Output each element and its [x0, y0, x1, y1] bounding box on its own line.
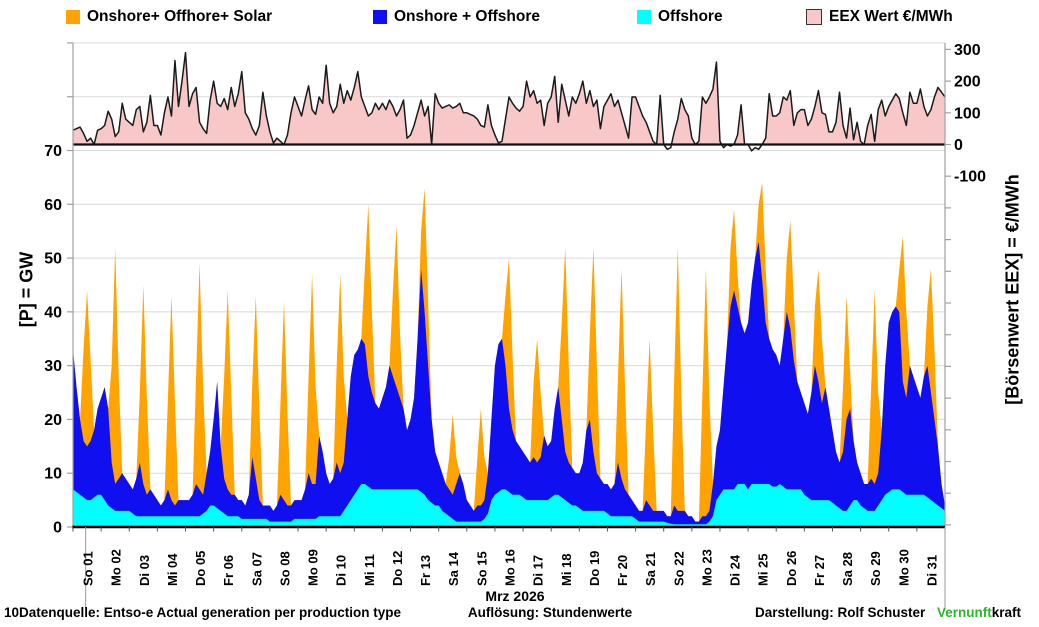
legend-label-total: Onshore+ Offhore+ Solar [87, 8, 273, 25]
x-axis-day-label: Mo 09 [306, 549, 321, 586]
x-axis-day-label: Do 05 [193, 551, 208, 586]
x-axis-day-label: Do 19 [587, 551, 602, 586]
x-axis-day-label: Mi 25 [756, 553, 771, 586]
x-axis-day-label: So 22 [671, 551, 686, 586]
x-axis-day-label: Di 24 [728, 554, 743, 586]
x-axis-day-label: Mo 02 [109, 549, 124, 586]
x-axis-day-label: Di 03 [137, 555, 152, 586]
footer-source-text: 10Datenquelle: Entso-e Actual generation… [4, 605, 402, 620]
x-axis-day-label: So 08 [277, 551, 292, 586]
left-axis-tick-label: 20 [44, 412, 62, 429]
x-axis-day-label: Mo 16 [503, 549, 518, 586]
x-axis-day-label: Mi 11 [362, 554, 377, 586]
x-axis-day-label: Do 12 [390, 551, 405, 586]
x-axis-day-label: Mi 04 [165, 553, 180, 586]
left-axis-tick-label: 70 [44, 143, 62, 160]
brand-green-part: Vernunft [936, 605, 992, 620]
x-axis-day-label: Do 26 [784, 551, 799, 586]
x-axis-day-label: So 29 [868, 551, 883, 586]
x-axis-day-label: Sa 07 [249, 552, 264, 586]
left-axis-tick-label: 60 [44, 197, 62, 214]
right-axis-tick-label: -100 [954, 169, 986, 186]
x-axis-day-label: Fr 13 [418, 555, 433, 586]
x-axis-day-label: Mo 30 [896, 549, 911, 586]
legend-item-wind: Onshore + Offshore [373, 7, 540, 27]
total-series-swatch-icon [66, 10, 80, 24]
legend-label-offshore: Offshore [658, 8, 723, 25]
legend-item-eex: EEX Wert €/MWh [806, 7, 953, 27]
footer-darstellung-text: Darstellung: Rolf Schuster [755, 605, 926, 620]
legend-item-offshore: Offshore [637, 7, 723, 27]
wind-area [73, 241, 945, 527]
offshore-area [73, 483, 945, 527]
legend-label-wind: Onshore + Offshore [394, 8, 540, 25]
right-axis-tick-label: 300 [954, 42, 981, 59]
x-axis-day-label: So 01 [81, 551, 96, 586]
x-axis-day-label: Di 10 [334, 555, 349, 586]
x-axis-day-label: Di 31 [924, 555, 939, 586]
left-axis-tick-label: 10 [44, 466, 62, 483]
x-axis-day-label: Sa 14 [446, 551, 461, 586]
footer-credit: Darstellung: Rolf Schuster Vernunftkraft [755, 605, 1021, 620]
brand-black-part: kraft [991, 605, 1021, 620]
x-axis-day-label: Fr 20 [615, 555, 630, 586]
left-axis-tick-label: 30 [44, 358, 62, 375]
offshore-series-swatch-icon [637, 10, 651, 24]
x-axis-day-label: Mo 23 [699, 549, 714, 586]
x-axis-day-label: Sa 21 [643, 552, 658, 586]
x-axis-day-label: Di 17 [531, 555, 546, 586]
x-axis-day-label: Mi 18 [559, 553, 574, 586]
wind-series-swatch-icon [373, 10, 387, 24]
left-axis-tick-label: 50 [44, 251, 62, 268]
brand-vernunftkraft: Vernunftkraft [937, 605, 1021, 620]
left-axis-tick-label: 0 [53, 520, 62, 537]
x-axis-month-label: Mrz 2026 [485, 588, 545, 604]
eex-series-swatch-icon [806, 9, 822, 25]
x-axis-day-label: Sa 28 [840, 552, 855, 586]
legend-item-total: Onshore+ Offhore+ Solar [66, 7, 272, 27]
legend-label-eex: EEX Wert €/MWh [829, 8, 953, 25]
right-axis-tick-label: 200 [954, 74, 981, 91]
right-axis-tick-label: 0 [954, 137, 963, 154]
eex-price-line [72, 51, 946, 152]
x-axis-day-label: Fr 27 [812, 555, 827, 586]
footer-resolution-text: Auflösung: Stundenwerte [467, 605, 633, 620]
right-axis-tick-label: 100 [954, 105, 981, 122]
x-axis-day-label: Fr 06 [221, 555, 236, 586]
x-axis-day-label: So 15 [474, 551, 489, 586]
left-axis-tick-label: 40 [44, 304, 62, 321]
